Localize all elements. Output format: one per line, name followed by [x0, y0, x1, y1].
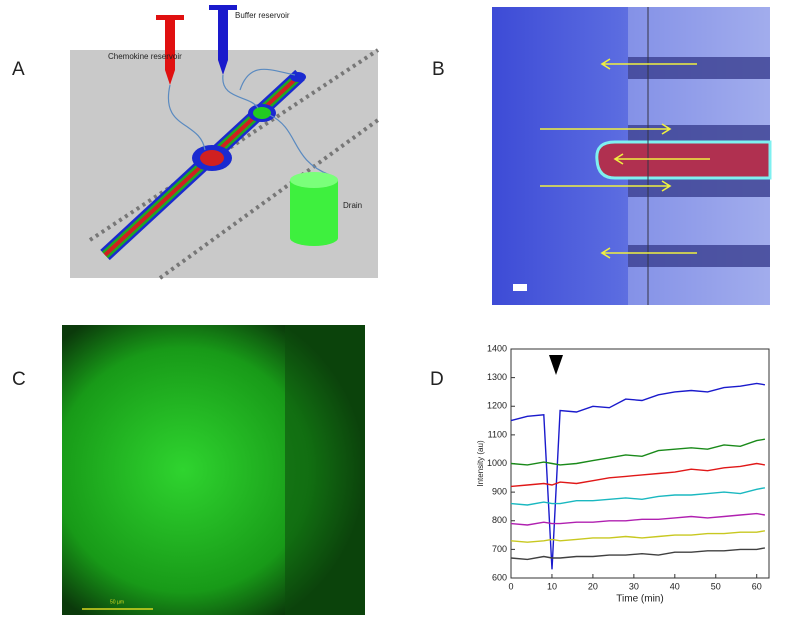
x-tick-label: 20 — [588, 581, 598, 591]
x-tick-label: 30 — [629, 581, 639, 591]
y-tick-label: 700 — [492, 544, 507, 554]
chemokine-label: Chemokine reservoir — [108, 52, 182, 61]
series-line — [510, 462, 766, 488]
y-tick-label: 600 — [492, 572, 507, 582]
panel-c: 50 µm — [62, 325, 365, 615]
y-tick-label: 1100 — [488, 429, 507, 439]
series-line — [510, 547, 766, 561]
panel-label: C — [12, 369, 26, 390]
series-line — [510, 512, 766, 526]
y-axis-label: Intensity (au) — [476, 440, 485, 487]
series-line — [510, 438, 766, 466]
y-tick-label: 1400 — [487, 343, 507, 353]
panel-label: D — [430, 369, 444, 390]
panel-label: B — [432, 59, 445, 80]
buffer-label: Buffer reservoir — [235, 11, 290, 20]
x-tick-label: 10 — [547, 581, 557, 591]
y-tick-label: 900 — [492, 487, 507, 497]
x-axis-label: Time (min) — [616, 594, 663, 605]
x-tick-label: 60 — [752, 581, 762, 591]
series-line — [510, 487, 766, 506]
injection-marker — [549, 355, 563, 375]
y-tick-label: 800 — [492, 515, 507, 525]
panel-b — [492, 7, 772, 305]
x-tick-label: 0 — [508, 581, 513, 591]
y-tick-label: 1000 — [487, 458, 507, 468]
panel-a: Chemokine reservoir Buffer reservoir Dra… — [70, 5, 380, 280]
y-tick-label: 1200 — [487, 401, 507, 411]
x-tick-label: 50 — [711, 581, 721, 591]
series-line — [510, 530, 766, 543]
x-tick-label: 40 — [670, 581, 680, 591]
series-line — [510, 382, 766, 570]
scale-bar-label: 50 µm — [110, 599, 124, 605]
panel-label: A — [12, 59, 25, 80]
drain-label: Drain — [343, 201, 362, 210]
y-tick-label: 1300 — [487, 372, 507, 382]
panel-d: 600 700 800 900 1000 1100 1200 1300 1400 0 10 20 30 4… — [476, 343, 770, 605]
